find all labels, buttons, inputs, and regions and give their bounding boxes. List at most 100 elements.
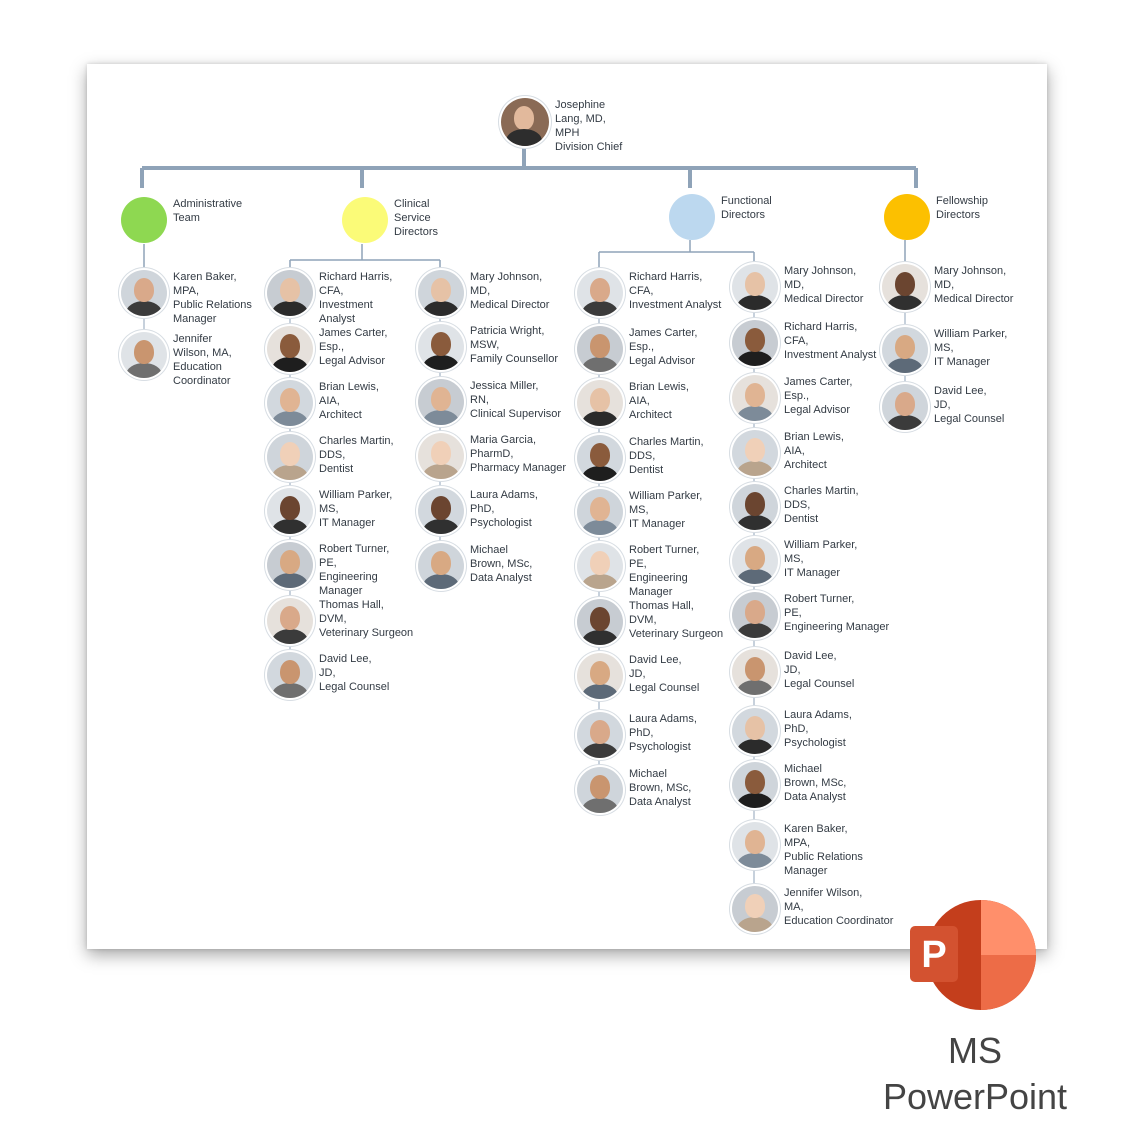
person-label: Jennifer Wilson, MA, Education Coordinator xyxy=(784,886,893,928)
person-node[interactable]: Mary Johnson, MD, Medical Director xyxy=(882,264,1013,310)
person-node[interactable]: Jennifer Wilson, MA, Education Coordinator xyxy=(732,886,893,932)
person-label-line: Engineering xyxy=(319,571,378,583)
person-node[interactable]: Jennifer Wilson, MA, Education Coordinator xyxy=(121,332,232,388)
person-node[interactable]: Patricia Wright, MSW, Family Counsellor xyxy=(418,324,558,370)
person-label-line: IT Manager xyxy=(319,517,376,529)
person-node[interactable]: Richard Harris, CFA, Investment Analyst xyxy=(577,270,721,316)
person-node[interactable]: Richard Harris, CFA, Investment Analyst xyxy=(267,270,392,326)
avatar xyxy=(501,98,549,146)
person-label-line: AIA, xyxy=(784,445,805,457)
person-label-line: Manager xyxy=(629,586,673,598)
person-label: Karen Baker, MPA, Public Relations Manager xyxy=(173,270,252,326)
person-node[interactable]: Brian Lewis, AIA, Architect xyxy=(577,380,689,426)
person-node[interactable]: Michael Brown, MSc, Data Analyst xyxy=(577,767,691,813)
person-node[interactable]: Michael Brown, MSc, Data Analyst xyxy=(732,762,846,808)
person-node[interactable]: Thomas Hall, DVM, Veterinary Surgeon xyxy=(267,598,413,644)
person-node[interactable]: David Lee, JD, Legal Counsel xyxy=(577,653,699,699)
person-node[interactable]: Maria Garcia, PharmD, Pharmacy Manager xyxy=(418,433,566,479)
person-node[interactable]: William Parker, MS, IT Manager xyxy=(577,489,702,535)
avatar xyxy=(577,380,623,426)
person-label-line: Engineering Manager xyxy=(784,621,890,633)
person-label-line: PhD, xyxy=(470,503,495,515)
avatar xyxy=(267,488,313,534)
person-node[interactable]: Thomas Hall, DVM, Veterinary Surgeon xyxy=(577,599,723,645)
group-circle xyxy=(121,197,167,243)
group-label: Fellowship Directors xyxy=(936,194,1016,222)
org-chart-slide: Josephine Lang, MD, MPH Division Chief A… xyxy=(87,64,1047,949)
person-label-line: William Parker, xyxy=(629,490,703,502)
person-label: Laura Adams, PhD, Psychologist xyxy=(629,712,697,754)
person-label-line: MPA, xyxy=(173,285,200,297)
group-functional[interactable]: Functional Directors xyxy=(669,194,791,240)
person-label: Michael Brown, MSc, Data Analyst xyxy=(784,762,846,804)
person-label: Robert Turner, PE, Engineering Manager xyxy=(629,543,699,599)
avatar xyxy=(882,384,928,430)
person-node[interactable]: Brian Lewis, AIA, Architect xyxy=(732,430,844,476)
group-fellowship[interactable]: Fellowship Directors xyxy=(884,194,1016,240)
person-node[interactable]: Charles Martin, DDS, Dentist xyxy=(577,435,704,481)
person-node[interactable]: James Carter, Esp., Legal Advisor xyxy=(732,375,852,421)
person-label-line: Dentist xyxy=(319,463,354,475)
person-node[interactable]: William Parker, MS, IT Manager xyxy=(882,327,1007,373)
person-node[interactable]: William Parker, MS, IT Manager xyxy=(732,538,857,584)
person-label: Mary Johnson, MD, Medical Director xyxy=(470,270,549,312)
person-label: Mary Johnson, MD, Medical Director xyxy=(784,264,863,306)
person-label-line: Karen Baker, xyxy=(784,823,848,835)
person-label-line: Education Coordinator xyxy=(784,915,894,927)
person-label: Jessica Miller, RN, Clinical Supervisor xyxy=(470,379,561,421)
person-label-line: Laura Adams, xyxy=(629,713,697,725)
person-label-line: Legal Advisor xyxy=(629,355,696,367)
person-label: Michael Brown, MSc, Data Analyst xyxy=(629,767,691,809)
person-node[interactable]: David Lee, JD, Legal Counsel xyxy=(732,649,854,695)
person-node[interactable]: Mary Johnson, MD, Medical Director xyxy=(418,270,549,316)
person-node[interactable]: Karen Baker, MPA, Public Relations Manager xyxy=(121,270,252,326)
group-clinical[interactable]: Clinical Service Directors xyxy=(342,197,464,243)
person-label-line: Manager xyxy=(319,585,363,597)
avatar xyxy=(267,326,313,372)
group-circle xyxy=(669,194,715,240)
person-node[interactable]: Laura Adams, PhD, Psychologist xyxy=(418,488,538,534)
person-label: William Parker, MS, IT Manager xyxy=(319,488,392,530)
person-node[interactable]: David Lee, JD, Legal Counsel xyxy=(267,652,389,698)
person-node[interactable]: Laura Adams, PhD, Psychologist xyxy=(732,708,852,754)
person-node[interactable]: James Carter, Esp., Legal Advisor xyxy=(267,326,387,372)
person-node[interactable]: Robert Turner, PE, Engineering Manager xyxy=(577,543,699,599)
person-node[interactable]: Karen Baker, MPA, Public Relations Manager xyxy=(732,822,863,878)
chart-root-node[interactable]: Josephine Lang, MD, MPH Division Chief xyxy=(501,98,622,154)
person-node[interactable]: James Carter, Esp., Legal Advisor xyxy=(577,326,697,372)
person-node[interactable]: Charles Martin, DDS, Dentist xyxy=(267,434,394,480)
person-label-line: Brian Lewis, xyxy=(319,381,379,393)
person-label-line: Architect xyxy=(784,459,827,471)
group-label-text: Clinical Service Directors xyxy=(394,198,439,238)
person-label: James Carter, Esp., Legal Advisor xyxy=(784,375,852,417)
person-label-line: JD, xyxy=(784,664,801,676)
person-label-line: Psychologist xyxy=(784,737,846,749)
person-node[interactable]: Mary Johnson, MD, Medical Director xyxy=(732,264,863,310)
avatar xyxy=(882,327,928,373)
person-label-line: William Parker, xyxy=(934,328,1008,340)
avatar xyxy=(418,433,464,479)
person-node[interactable]: Jessica Miller, RN, Clinical Supervisor xyxy=(418,379,561,425)
person-node[interactable]: David Lee, JD, Legal Counsel xyxy=(882,384,1004,430)
person-node[interactable]: Michael Brown, MSc, Data Analyst xyxy=(418,543,532,589)
person-label: David Lee, JD, Legal Counsel xyxy=(934,384,1004,426)
person-label-line: Data Analyst xyxy=(784,791,846,803)
person-label-line: Investment Analyst xyxy=(629,299,722,311)
person-node[interactable]: Brian Lewis, AIA, Architect xyxy=(267,380,379,426)
avatar xyxy=(732,762,778,808)
avatar xyxy=(882,264,928,310)
avatar xyxy=(267,434,313,480)
person-node[interactable]: Laura Adams, PhD, Psychologist xyxy=(577,712,697,758)
person-label-line: Public Relations xyxy=(784,851,863,863)
group-admin[interactable]: Administrative Team xyxy=(121,197,263,243)
avatar xyxy=(267,380,313,426)
person-node[interactable]: Richard Harris, CFA, Investment Analyst xyxy=(732,320,876,366)
person-node[interactable]: Robert Turner, PE, Engineering Manager xyxy=(732,592,889,638)
person-label-line: Veterinary Surgeon xyxy=(629,628,724,640)
avatar xyxy=(418,324,464,370)
person-label-line: Jennifer Wilson, xyxy=(784,887,863,899)
person-node[interactable]: Charles Martin, DDS, Dentist xyxy=(732,484,859,530)
person-label-line: Esp., xyxy=(629,341,655,353)
person-node[interactable]: William Parker, MS, IT Manager xyxy=(267,488,392,534)
person-node[interactable]: Robert Turner, PE, Engineering Manager xyxy=(267,542,389,598)
